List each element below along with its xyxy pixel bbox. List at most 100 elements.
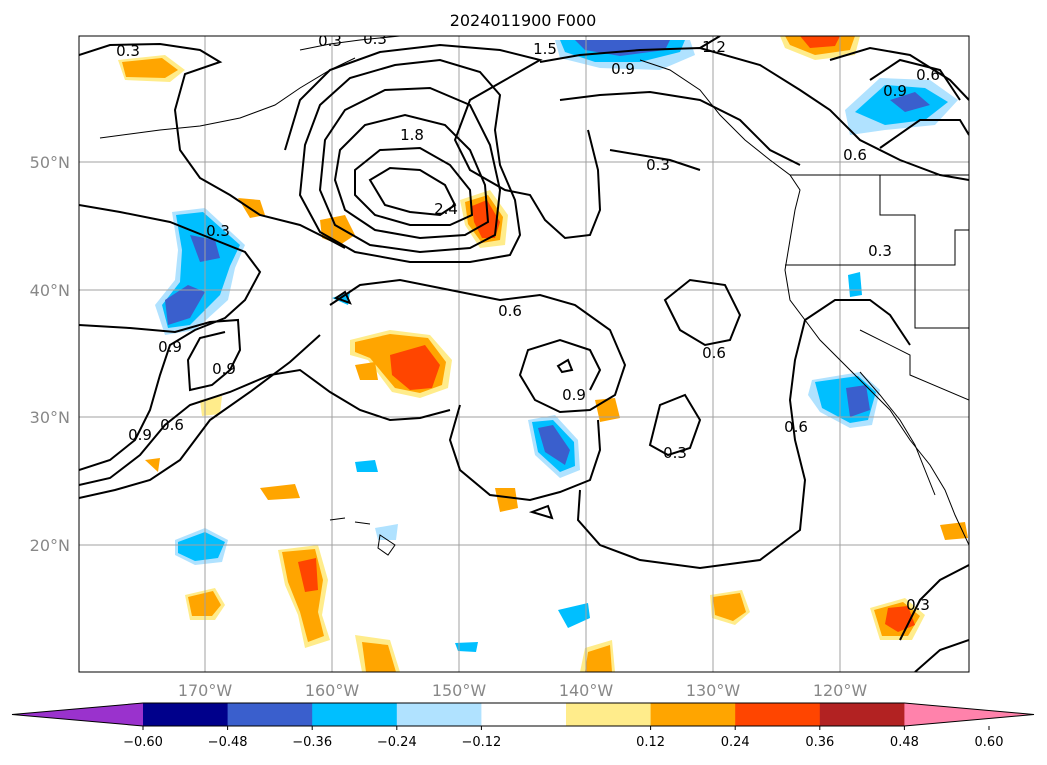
- coast-alaska-peninsula: [299, 36, 401, 51]
- lon-label: 140°W: [559, 681, 614, 700]
- pos-area-small11: [940, 522, 968, 540]
- contour-21: [354, 146, 474, 226]
- clabel: 0.6: [784, 418, 808, 436]
- pos-area-low-core: [472, 200, 500, 238]
- latitude-labels: 50°N 40°N 30°N 20°N: [30, 153, 70, 555]
- clabel: 0.3: [318, 32, 342, 50]
- neg-area-gulf-alaska-core: [575, 40, 670, 56]
- neg-area-small3: [848, 272, 862, 297]
- contour-09-ne: [879, 119, 969, 149]
- map-panel: 0.3 1.5 0.9 1.2 0.6 0.9 0.6 1.8 0.3 2.4 …: [78, 30, 970, 673]
- clabel: 0.6: [916, 66, 940, 84]
- clabel: 1.8: [400, 126, 424, 144]
- neg-area-small4: [455, 642, 478, 652]
- clabel: 0.3: [363, 30, 387, 48]
- pos-area-small10: [145, 458, 160, 472]
- clabel: 0.6: [160, 416, 184, 434]
- colorbar-segment: [566, 703, 652, 726]
- coast-hawaii-chain: [329, 517, 371, 525]
- clabel: 0.6: [498, 302, 522, 320]
- colorbar-tick-label: 0.48: [890, 735, 919, 750]
- lat-label: 40°N: [30, 281, 70, 300]
- clabel: 0.9: [212, 360, 236, 378]
- contour-small-closed2: [333, 290, 352, 305]
- clabel: 0.3: [646, 156, 670, 174]
- contour-15-top: [699, 36, 721, 49]
- neg-area-sw-inner: [178, 532, 225, 561]
- contour-09-north: [284, 43, 602, 240]
- clabel: 0.3: [906, 596, 930, 614]
- clabel: 2.4: [434, 200, 458, 218]
- contour-labels: 0.3 1.5 0.9 1.2 0.6 0.9 0.6 1.8 0.3 2.4 …: [116, 30, 940, 614]
- clabel: 0.9: [158, 338, 182, 356]
- colorbar-tick-label: −0.36: [292, 735, 332, 750]
- contour-03-inner: [609, 149, 701, 171]
- colorbar-segment: [396, 703, 482, 726]
- colorbar-segment: [143, 703, 229, 726]
- colorbar-segment: [735, 703, 821, 726]
- longitude-labels: 170°W 160°W 150°W 140°W 130°W 120°W: [178, 681, 868, 700]
- border-mexico: [859, 329, 969, 401]
- colorbar-segment: [227, 703, 313, 726]
- contour-15: [318, 86, 502, 254]
- pos-area-small6: [260, 484, 300, 500]
- lat-label: 50°N: [30, 153, 70, 172]
- colorbar-tick-label: 0.24: [721, 735, 750, 750]
- clabel: 0.9: [611, 60, 635, 78]
- contour-09-west: [79, 318, 242, 392]
- contours: [79, 36, 969, 672]
- contour-06-ne: [829, 46, 969, 101]
- contour-03-west: [79, 204, 262, 471]
- lon-label: 160°W: [305, 681, 360, 700]
- contour-06-center: [329, 278, 627, 414]
- colorbar-extend-high: [904, 703, 1034, 726]
- contour-03-east: [576, 299, 911, 570]
- contour-small-closed: [528, 504, 554, 520]
- contour-09-east: [559, 90, 801, 166]
- clabel: 0.6: [702, 344, 726, 362]
- contour-09-south: [79, 334, 321, 499]
- lat-label: 30°N: [30, 408, 70, 427]
- pos-area-s-inner: [713, 593, 746, 621]
- clabel: 1.2: [702, 38, 726, 56]
- lon-label: 170°W: [178, 681, 233, 700]
- clabel: 0.6: [843, 146, 867, 164]
- colorbar-tick-label: 0.36: [805, 735, 834, 750]
- contour-06-se: [914, 639, 969, 672]
- pos-area-bottom2-inner: [585, 645, 612, 672]
- contour-24: [368, 166, 457, 217]
- map-background: [79, 36, 969, 672]
- colorbar: −0.60 −0.48 −0.36 −0.24 −0.12 0.12 0.24 0.36 0.4…: [11, 702, 1035, 750]
- colorbar-tick-label: −0.60: [123, 735, 163, 750]
- neg-area-south: [558, 603, 590, 628]
- figure-title: 2024011900 F000: [450, 11, 597, 30]
- colorbar-tick-label: −0.48: [208, 735, 248, 750]
- colorbar-segment: [819, 703, 905, 726]
- pos-area-center-small: [355, 362, 378, 380]
- contour-12-north: [539, 46, 969, 181]
- clabel: 0.3: [116, 42, 140, 60]
- colorbar-extend-low: [12, 703, 143, 726]
- colorbar-tick-label: 0.60: [975, 735, 1004, 750]
- clabel: 0.3: [663, 444, 687, 462]
- coast-hawaii: [377, 534, 396, 556]
- contour-06-closed: [663, 278, 742, 347]
- clabel: 0.9: [562, 386, 586, 404]
- colorbar-tick-label: 0.12: [636, 735, 665, 750]
- clabel: 0.9: [883, 82, 907, 100]
- pos-area-center-core: [390, 345, 440, 390]
- coast-baja: [859, 371, 936, 496]
- pos-area-nw-inner: [122, 58, 178, 78]
- clabel: 0.3: [206, 222, 230, 240]
- neg-area-small1: [355, 460, 378, 472]
- colorbar-tick-label: −0.12: [461, 735, 501, 750]
- lon-label: 130°W: [686, 681, 741, 700]
- neg-area-ne-core: [890, 92, 930, 112]
- colorbar-segment: [650, 703, 736, 726]
- colorbar-segment: [312, 703, 398, 726]
- colorbar-segment: [481, 703, 567, 726]
- contour-12: [298, 58, 522, 263]
- coast-west-america: [639, 59, 969, 546]
- clabel: 1.5: [533, 40, 557, 58]
